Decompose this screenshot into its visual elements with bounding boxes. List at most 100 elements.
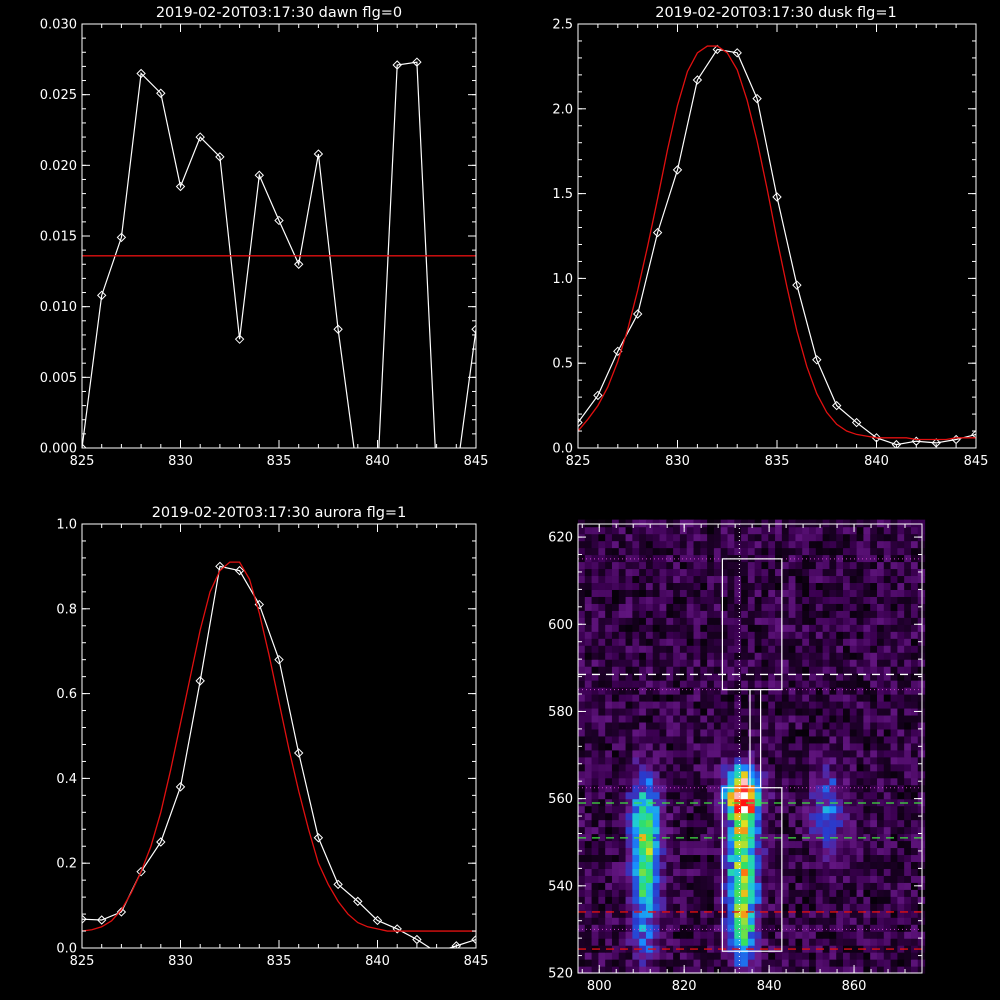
image-heat-cell: [734, 707, 742, 716]
image-heat-cell: [761, 840, 769, 849]
image-heat-cell: [618, 938, 627, 946]
image-heat-cell: [802, 756, 810, 765]
image-heat-cell: [679, 652, 688, 660]
image-heat-cell: [720, 666, 729, 674]
image-heat-cell: [639, 568, 647, 577]
image-heat-cell: [673, 777, 681, 786]
image-heat-cell: [693, 547, 701, 556]
image-heat-cell: [863, 931, 871, 939]
image-heat-cell: [693, 721, 701, 730]
image-heat-cell: [788, 652, 797, 660]
image-heat-cell: [741, 819, 749, 828]
image-heat-cell: [890, 798, 898, 807]
image-heat-cell: [707, 840, 715, 849]
image-heat-cell: [707, 714, 715, 723]
image-heat-cell: [890, 526, 898, 535]
image-heat-cell: [809, 673, 817, 681]
image-heat-cell: [652, 575, 661, 584]
image-heat-cell: [876, 687, 885, 695]
image-heat-cell: [611, 896, 620, 904]
aurora-data-point: [392, 924, 402, 934]
image-heat-cell: [910, 791, 919, 800]
image-heat-cell: [870, 784, 878, 793]
image-heat-cell: [605, 694, 613, 702]
image-heat-cell: [836, 763, 844, 772]
image-heat-cell: [679, 784, 688, 793]
image-heat-cell: [904, 770, 912, 779]
image-heat-cell: [578, 582, 586, 590]
image-heat-cell: [605, 812, 613, 821]
image-heat-cell: [734, 910, 742, 918]
image-heat-cell: [761, 707, 769, 716]
image-heat-cell: [734, 582, 742, 590]
image-heat-cell: [747, 910, 756, 918]
image-heat-cell: [605, 589, 613, 597]
image-heat-cell: [809, 589, 817, 597]
image-heat-cell: [741, 952, 749, 960]
image-heat-cell: [741, 721, 749, 730]
image-heat-cell: [795, 903, 803, 911]
image-heat-cell: [883, 847, 892, 856]
image-heat-cell: [890, 519, 898, 528]
image-heat-cell: [693, 582, 701, 590]
image-heat-cell: [645, 903, 654, 911]
image-heat-cell: [761, 589, 769, 597]
image-heat-cell: [829, 959, 837, 967]
dawn-axes-frame: [81, 23, 477, 449]
image-heat-cell: [856, 610, 864, 618]
image-heat-cell: [802, 847, 810, 856]
image-heat-cell: [897, 952, 905, 960]
aurora-data-point: [116, 907, 127, 917]
image-heat-cell: [673, 917, 681, 925]
image-heat-cell: [720, 840, 729, 849]
image-heat-cell: [815, 519, 824, 528]
image-heat-cell: [795, 924, 803, 932]
dawn-data-point: [156, 88, 166, 98]
image-heat-cell: [822, 868, 831, 876]
image-heat-cell: [605, 763, 613, 772]
image-heat-cell: [693, 910, 701, 918]
image-heat-cell: [775, 666, 783, 674]
image-heat-cell: [700, 554, 708, 563]
image-heat-cell: [686, 847, 695, 856]
image-heat-cell: [917, 721, 926, 730]
image-heat-cell: [802, 707, 810, 716]
image-heat-cell: [802, 673, 810, 681]
image-heat-cell: [897, 721, 905, 730]
image-heat-cell: [781, 631, 790, 639]
image-heat-cell: [734, 652, 742, 660]
image-heat-cell: [625, 561, 633, 570]
image-heat-cell: [761, 526, 769, 535]
image-heat-cell: [666, 847, 674, 856]
image-heat-cell: [849, 694, 858, 702]
image-heat-cell: [591, 903, 599, 911]
image-heat-cell: [611, 889, 620, 897]
image-heat-cell: [659, 875, 667, 883]
image-heat-cell: [673, 952, 681, 960]
image-heat-cell: [727, 540, 735, 549]
image-heat-cell: [897, 959, 905, 967]
image-heat-cell: [761, 854, 769, 863]
image-heat-cell: [632, 917, 640, 925]
image-heat-cell: [863, 700, 871, 709]
image-heat-cell: [727, 596, 735, 604]
image-heat-cell: [849, 596, 858, 604]
image-heat-cell: [904, 589, 912, 597]
image-heat-cell: [775, 854, 783, 863]
image-heat-cell: [618, 966, 627, 974]
image-heat-cell: [625, 568, 633, 577]
image-heat-cell: [720, 770, 729, 779]
image-heat-cell: [822, 938, 831, 946]
image-heat-cell: [802, 610, 810, 618]
image-heat-cell: [856, 854, 864, 863]
image-heat-cell: [727, 666, 735, 674]
image-heat-cell: [707, 707, 715, 716]
image-heat-cell: [686, 784, 695, 793]
image-heat-cell: [754, 624, 763, 632]
image-heat-cell: [815, 687, 824, 695]
image-heat-cell: [707, 763, 715, 772]
image-heat-cell: [897, 526, 905, 535]
dusk-data-point: [672, 165, 683, 175]
image-heat-cell: [768, 610, 776, 618]
image-heat-cell: [639, 561, 647, 570]
